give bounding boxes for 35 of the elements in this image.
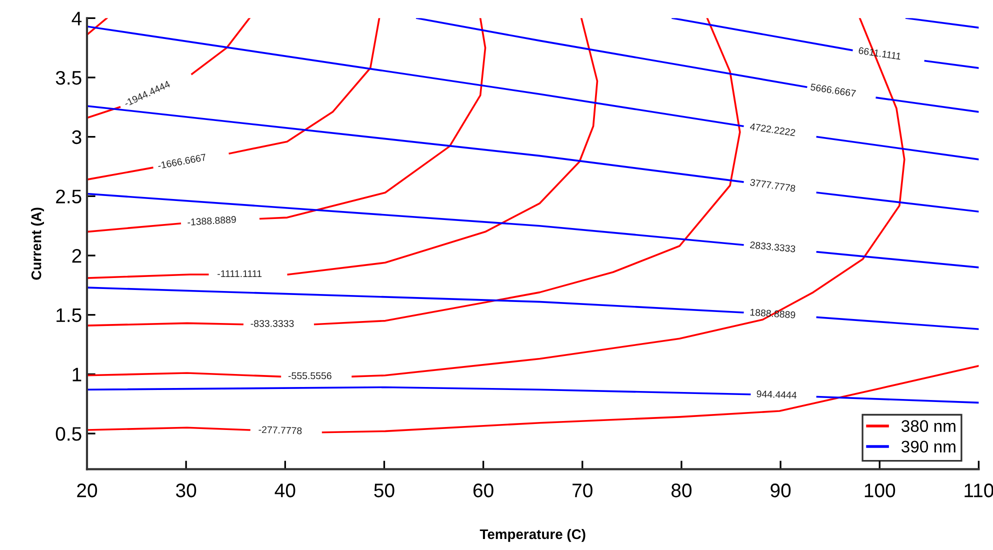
annotation: -833.3333 — [250, 320, 294, 327]
x-tick-label: 30 — [176, 484, 196, 498]
y-tick-label: 3 — [72, 130, 82, 144]
y-tick-label: 4 — [72, 12, 82, 26]
y-tick-label: 0.5 — [56, 427, 82, 441]
annotation: 3777.7778 — [750, 178, 796, 192]
x-tick-label: 70 — [572, 484, 592, 498]
annotation: -555.5556 — [288, 372, 332, 380]
x-tick-label: 40 — [274, 484, 296, 498]
annotation: -1666.6667 — [158, 154, 206, 170]
legend-label: 380 nm — [902, 420, 956, 432]
annotation: 1888.8889 — [750, 308, 796, 318]
annotation: -1388.8889 — [187, 216, 236, 226]
x-tick-label: 20 — [77, 484, 98, 498]
x-axis-title: Temperature (C) — [480, 528, 586, 542]
annotation: 944.4444 — [756, 390, 797, 399]
y-tick-label: 2 — [72, 248, 82, 263]
x-tick-label: 100 — [864, 484, 896, 498]
annotation: -277.7778 — [258, 426, 302, 434]
y-axis-title: Current (A) — [31, 208, 44, 280]
annotation: 4722.2222 — [750, 122, 796, 136]
x-tick-label: 50 — [374, 484, 394, 498]
x-tick-label: 110 — [964, 484, 993, 498]
y-tick-label: 2.5 — [56, 190, 82, 204]
annotation: -1111.1111 — [218, 270, 262, 278]
annotation: 2833.3333 — [750, 241, 796, 252]
annotation: 6611.1111 — [858, 46, 902, 60]
x-tick-label: 80 — [671, 484, 692, 498]
x-tick-label: 90 — [770, 484, 791, 498]
y-tick-label: 3.5 — [56, 70, 82, 85]
x-tick-label: 60 — [473, 484, 494, 498]
annotation: 5666.6667 — [810, 83, 856, 98]
legend-label: 390 nm — [902, 440, 956, 453]
y-tick-label: 1 — [72, 368, 82, 382]
y-tick-label: 1.5 — [56, 308, 82, 322]
